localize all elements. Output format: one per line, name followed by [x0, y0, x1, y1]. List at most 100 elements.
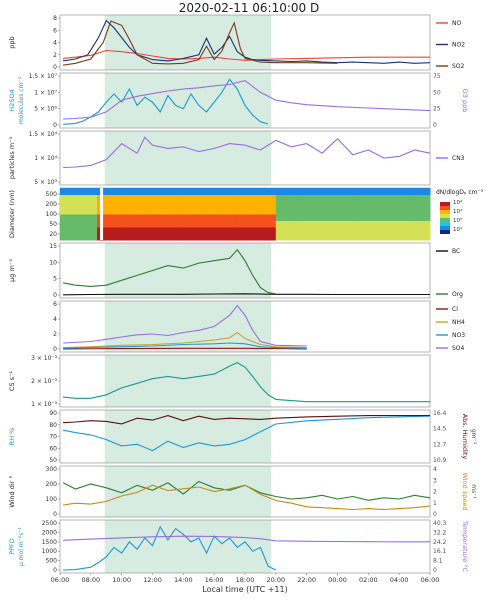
y-tick-label: 4 — [53, 40, 57, 47]
heatmap-cell — [201, 201, 209, 208]
heatmap-cell — [337, 201, 345, 208]
heatmap-cell — [411, 227, 419, 234]
heatmap-cell — [380, 188, 388, 195]
heatmap-cell — [300, 207, 308, 215]
heatmap-cell — [245, 188, 252, 195]
heatmap-cell — [288, 188, 295, 195]
heatmap-cell — [282, 188, 289, 195]
heatmap-cell — [238, 220, 246, 228]
heatmap-cell — [312, 201, 320, 208]
heatmap-cell — [164, 227, 172, 234]
colorbar-tick: 10⁴ — [453, 199, 463, 206]
heatmap-cell — [208, 220, 215, 228]
heatmap-cell — [152, 233, 160, 241]
series-line-cs — [63, 361, 430, 403]
heatmap-cell — [183, 233, 190, 241]
y-tick-label: 60 — [49, 445, 57, 452]
heatmap-cell — [343, 227, 351, 234]
y-tick-label: 6 — [53, 27, 57, 34]
y-tick-label: 100 — [46, 211, 58, 218]
heatmap-cell — [306, 201, 314, 208]
heatmap-cell — [405, 194, 412, 202]
y-tick-label: 100 — [46, 496, 58, 503]
heatmap-cell — [226, 227, 234, 234]
y-right-tick-label: 25 — [433, 106, 441, 113]
y-tick-label: 200 — [46, 481, 58, 488]
heatmap-cell — [152, 188, 160, 195]
y-axis-label: ppb — [8, 36, 16, 48]
heatmap-cell — [423, 201, 431, 208]
heatmap-cell — [214, 220, 221, 228]
heatmap-cell — [78, 214, 86, 221]
heatmap-cell — [84, 220, 92, 228]
heatmap-cell — [257, 201, 264, 208]
heatmap-cell — [294, 227, 301, 234]
heatmap-cell — [337, 214, 345, 221]
heatmap-cell — [331, 201, 338, 208]
heatmap-cell — [356, 220, 363, 228]
heatmap-cell — [349, 233, 357, 241]
legend-label: SO2 — [452, 63, 465, 70]
heatmap-cell — [362, 227, 369, 234]
heatmap-cell — [238, 194, 246, 202]
heatmap-cell — [158, 194, 166, 202]
heatmap-cell — [195, 220, 203, 228]
panel-frame — [59, 465, 431, 518]
heatmap-cell — [294, 220, 301, 228]
heatmap-cell — [275, 233, 283, 241]
heatmap-cell — [189, 207, 197, 215]
heatmap-cell — [356, 233, 363, 241]
heatmap-cell — [152, 220, 160, 228]
heatmap-cell — [380, 220, 388, 228]
y-tick-label: 0 — [53, 122, 57, 129]
heatmap-cell — [257, 214, 264, 221]
y-axis-label: RH % — [8, 428, 16, 446]
y-right-tick-label: 0 — [433, 567, 437, 574]
heatmap-cell — [134, 233, 141, 241]
heatmap-cell — [158, 201, 166, 208]
legend-label: NO2 — [452, 42, 465, 49]
heatmap-cell — [127, 227, 135, 234]
heatmap-cell — [127, 220, 135, 228]
heatmap-cell — [411, 207, 419, 215]
heatmap-cell — [349, 207, 357, 215]
heatmap-cell — [393, 188, 400, 195]
heatmap-cell — [90, 207, 98, 215]
heatmap-cell — [294, 233, 301, 241]
y-tick-label: 20 — [49, 231, 57, 238]
y-right-tick-label: 0 — [433, 122, 437, 129]
heatmap-cell — [66, 207, 73, 215]
heatmap-cell — [349, 227, 357, 234]
heatmap-cell — [331, 194, 338, 202]
heatmap-cell — [374, 220, 382, 228]
heatmap-cell — [319, 233, 326, 241]
heatmap-cell — [164, 188, 172, 195]
x-tick-label: 04:00 — [390, 576, 409, 584]
heatmap — [60, 188, 431, 241]
heatmap-cell — [127, 207, 135, 215]
y-right-tick-label: 10.9 — [433, 457, 447, 464]
heatmap-cell — [411, 220, 419, 228]
heatmap-cell — [411, 188, 419, 195]
heatmap-cell — [356, 194, 363, 202]
heatmap-cell — [189, 214, 197, 221]
heatmap-cell — [115, 233, 123, 241]
y-tick-label: 2000 — [42, 529, 57, 536]
series-line-bc — [63, 293, 430, 296]
heatmap-cell — [257, 220, 264, 228]
y-tick-label: 0 — [53, 346, 57, 353]
heatmap-cell — [177, 214, 184, 221]
heatmap-cell — [263, 227, 271, 234]
heatmap-cell — [362, 214, 369, 221]
heatmap-cell — [405, 227, 412, 234]
heatmap-cell — [177, 207, 184, 215]
heatmap-cell — [257, 233, 264, 241]
heatmap-cell — [306, 207, 314, 215]
heatmap-cell — [66, 214, 73, 221]
heatmap-cell — [294, 207, 301, 215]
heatmap-cell — [60, 220, 67, 228]
heatmap-cell — [269, 201, 277, 208]
heatmap-cell — [417, 194, 425, 202]
daytime-shading — [104, 243, 272, 298]
heatmap-cell — [423, 220, 431, 228]
